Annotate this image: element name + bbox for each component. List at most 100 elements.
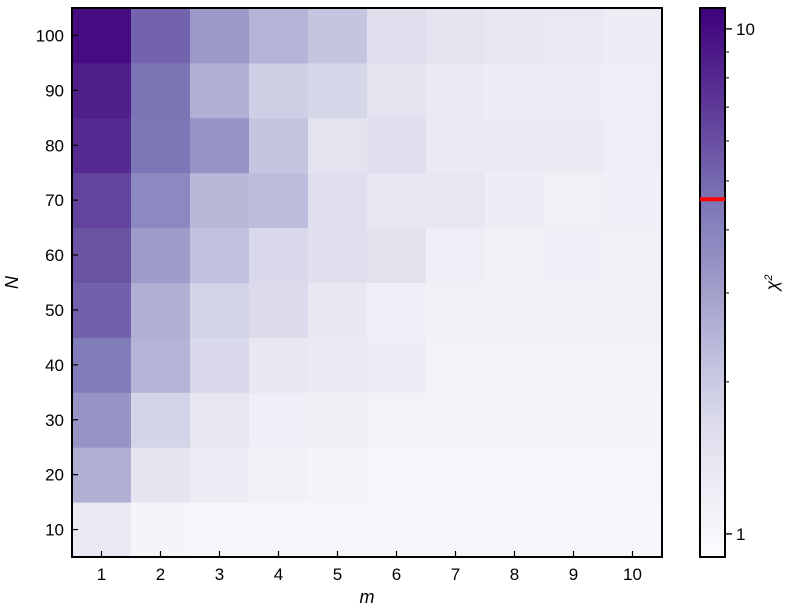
heatmap-cell <box>131 117 191 174</box>
heatmap-cell <box>544 447 604 503</box>
heatmap-cell <box>544 8 604 64</box>
heatmap-cell <box>367 392 427 448</box>
colorbar-frame <box>699 7 726 558</box>
heatmap-cell <box>426 227 486 283</box>
x-tick-label: 10 <box>623 565 642 584</box>
y-tick-label: 50 <box>45 301 64 320</box>
heatmap-cell <box>72 227 132 283</box>
heatmap-cell <box>249 447 309 503</box>
heatmap-cell <box>249 62 309 119</box>
x-tick-label: 7 <box>451 565 460 584</box>
heatmap-cell <box>131 502 191 558</box>
heatmap-cell <box>308 337 368 393</box>
y-tick-label: 80 <box>45 136 64 155</box>
heatmap-cell <box>190 117 250 174</box>
y-tick-label: 30 <box>45 411 64 430</box>
colorbar-ticks: 1 10 <box>725 20 755 544</box>
heatmap-cell <box>485 8 545 64</box>
heatmap-cell <box>426 447 486 503</box>
colorbar-label-superscript: 2 <box>763 275 775 282</box>
heatmap-cell <box>544 282 604 338</box>
heatmap-cell <box>603 502 663 558</box>
heatmap-cell <box>249 8 309 64</box>
heatmap-cell <box>603 117 663 174</box>
heatmap-cell <box>485 392 545 448</box>
heatmap-cell <box>308 227 368 283</box>
y-axis: 10 20 30 40 50 60 70 80 90 100 <box>36 26 78 540</box>
heatmap-cell <box>131 337 191 393</box>
heatmap-cell <box>426 172 486 229</box>
heatmap-cell <box>190 172 250 229</box>
heatmap-cell <box>426 392 486 448</box>
heatmap-cell <box>485 62 545 119</box>
heatmap-cell <box>426 62 486 119</box>
x-tick-label: 8 <box>510 565 519 584</box>
heatmap-cell <box>308 117 368 174</box>
heatmap-cells <box>72 8 663 558</box>
heatmap-cell <box>190 227 250 283</box>
heatmap-cell <box>72 392 132 448</box>
heatmap-cell <box>485 172 545 229</box>
heatmap-cell <box>131 227 191 283</box>
y-tick-label: 100 <box>36 26 64 45</box>
x-tick-label: 4 <box>274 565 283 584</box>
colorbar <box>700 8 725 557</box>
heatmap-cell <box>131 447 191 503</box>
heatmap-cell <box>485 502 545 558</box>
heatmap-cell <box>72 62 132 119</box>
heatmap-cell <box>485 337 545 393</box>
x-tick-label: 1 <box>97 565 106 584</box>
heatmap-cell <box>131 282 191 338</box>
heatmap-cell <box>485 282 545 338</box>
heatmap-cell <box>485 227 545 283</box>
colorbar-label: χ2 <box>762 275 782 293</box>
heatmap-cell <box>544 172 604 229</box>
heatmap-cell <box>426 337 486 393</box>
heatmap-cell <box>131 392 191 448</box>
heatmap-cell <box>308 392 368 448</box>
y-tick-label: 20 <box>45 466 64 485</box>
heatmap-cell <box>367 502 427 558</box>
heatmap-cell <box>603 447 663 503</box>
heatmap-cell <box>308 447 368 503</box>
x-tick-label: 3 <box>215 565 224 584</box>
plot-frame <box>71 7 663 558</box>
heatmap-cell <box>249 227 309 283</box>
heatmap-cell <box>72 117 132 174</box>
heatmap-cell <box>72 502 132 558</box>
heatmap-cell <box>190 8 250 64</box>
colorbar-tick-label: 1 <box>736 525 745 544</box>
heatmap-cell <box>367 172 427 229</box>
heatmap-cell <box>190 447 250 503</box>
heatmap-cell <box>190 502 250 558</box>
heatmap-cell <box>367 282 427 338</box>
heatmap-cell <box>367 8 427 64</box>
heatmap-cell <box>603 282 663 338</box>
heatmap-cell <box>131 8 191 64</box>
heatmap-cell <box>367 117 427 174</box>
y-tick-label: 60 <box>45 246 64 265</box>
heatmap-cell <box>308 282 368 338</box>
heatmap-cell <box>249 282 309 338</box>
heatmap-cell <box>131 172 191 229</box>
x-tick-label: 9 <box>569 565 578 584</box>
heatmap-cell <box>308 8 368 64</box>
heatmap-cell <box>367 337 427 393</box>
heatmap-cell <box>544 502 604 558</box>
heatmap-cell <box>603 337 663 393</box>
heatmap-cell <box>190 392 250 448</box>
heatmap-cell <box>131 62 191 119</box>
heatmap-cell <box>603 172 663 229</box>
heatmap-cell <box>426 117 486 174</box>
heatmap-cell <box>603 392 663 448</box>
heatmap-cell <box>190 62 250 119</box>
heatmap-cell <box>249 117 309 174</box>
heatmap-cell <box>485 117 545 174</box>
heatmap-cell <box>544 337 604 393</box>
heatmap-cell <box>308 62 368 119</box>
heatmap-cell <box>485 447 545 503</box>
heatmap-cell <box>249 172 309 229</box>
x-axis-label: m <box>360 587 375 607</box>
heatmap-cell <box>426 502 486 558</box>
